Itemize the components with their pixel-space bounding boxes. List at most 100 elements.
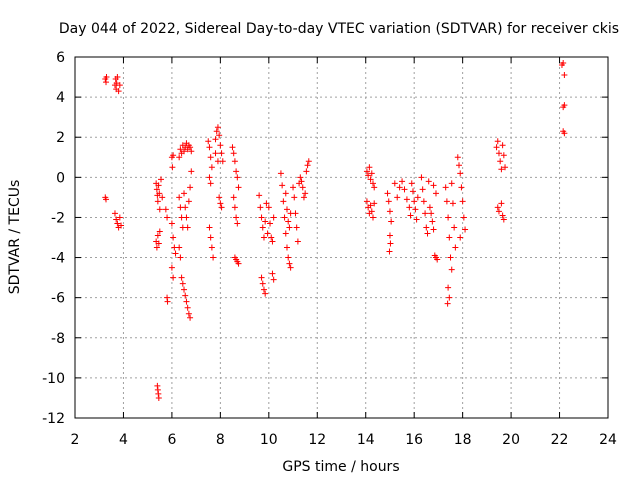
data-point <box>446 234 453 241</box>
data-point <box>561 130 568 137</box>
data-point <box>114 74 121 81</box>
data-point <box>448 180 455 187</box>
data-point <box>462 226 469 233</box>
data-point <box>181 190 188 197</box>
data-point <box>305 158 312 165</box>
data-point <box>259 280 266 287</box>
data-point <box>297 174 304 181</box>
y-tick-label: -10 <box>42 371 65 387</box>
data-point <box>368 208 375 215</box>
data-point <box>230 194 237 201</box>
data-point <box>456 162 463 169</box>
data-point <box>303 168 310 175</box>
data-point <box>111 210 118 217</box>
data-point <box>216 132 223 139</box>
data-point <box>233 214 240 221</box>
data-point <box>498 200 505 207</box>
data-point <box>403 196 410 203</box>
data-point <box>279 182 286 189</box>
y-axis-label: SDTVAR / TECUs <box>7 180 23 295</box>
data-point <box>208 164 215 171</box>
data-point <box>262 290 269 297</box>
x-tick-label: 8 <box>216 432 225 448</box>
grid-lines <box>75 57 608 418</box>
data-point <box>399 178 406 185</box>
data-point <box>260 286 267 293</box>
data-point <box>153 186 160 193</box>
data-point <box>412 206 419 213</box>
data-point <box>265 204 272 211</box>
x-tick-label: 10 <box>260 432 278 448</box>
data-point <box>401 186 408 193</box>
data-point <box>451 224 458 231</box>
data-point <box>235 184 242 191</box>
data-point <box>283 206 290 213</box>
data-point <box>386 248 393 255</box>
x-axis-ticks: 2 4 6 8 10 12 14 16 18 20 22 24 <box>71 57 617 448</box>
data-point <box>458 184 465 191</box>
data-point <box>156 206 163 213</box>
data-point <box>408 180 415 187</box>
data-point <box>159 194 166 201</box>
data-point <box>388 218 395 225</box>
data-point <box>394 194 401 201</box>
data-point <box>207 234 214 241</box>
data-point <box>407 212 414 219</box>
data-point <box>495 208 502 215</box>
data-point <box>155 394 162 401</box>
data-point <box>187 314 194 321</box>
data-point <box>366 164 373 171</box>
data-point <box>270 214 277 221</box>
y-tick-label: -8 <box>51 331 65 347</box>
data-point <box>282 190 289 197</box>
data-point <box>434 256 441 263</box>
data-point <box>494 138 501 145</box>
data-point <box>235 260 242 267</box>
data-point <box>170 234 177 241</box>
data-point <box>367 202 374 209</box>
data-point <box>500 152 507 159</box>
data-point <box>206 224 213 231</box>
data-point <box>103 74 110 81</box>
data-point <box>430 226 437 233</box>
data-point <box>422 210 429 217</box>
data-point <box>176 154 183 161</box>
x-tick-label: 6 <box>167 432 176 448</box>
data-point <box>444 300 451 307</box>
data-point <box>187 144 194 151</box>
data-point <box>187 184 194 191</box>
data-point <box>300 194 307 201</box>
data-point <box>499 142 506 149</box>
data-point <box>396 184 403 191</box>
y-tick-label: -6 <box>51 291 65 307</box>
data-point <box>457 234 464 241</box>
data-point <box>164 214 171 221</box>
data-point <box>500 216 507 223</box>
x-tick-label: 24 <box>599 432 617 448</box>
data-point <box>371 184 378 191</box>
data-point <box>452 244 459 251</box>
data-point <box>365 172 372 179</box>
data-point <box>162 206 169 213</box>
data-point <box>229 144 236 151</box>
x-tick-label: 20 <box>502 432 520 448</box>
data-point <box>447 254 454 261</box>
y-tick-label: -2 <box>51 210 65 226</box>
y-tick-label: 2 <box>56 130 65 146</box>
data-point <box>257 204 264 211</box>
data-point <box>386 232 393 239</box>
data-point <box>156 228 163 235</box>
plot-frame <box>74 56 609 419</box>
data-point <box>269 238 276 245</box>
data-point <box>270 276 277 283</box>
data-point <box>183 298 190 305</box>
data-point <box>454 154 461 161</box>
data-point <box>414 194 421 201</box>
data-point <box>561 72 568 79</box>
data-point <box>178 274 185 281</box>
data-point <box>443 198 450 205</box>
data-point <box>113 80 120 87</box>
data-point <box>176 244 183 251</box>
data-point <box>411 198 418 205</box>
data-point <box>169 164 176 171</box>
